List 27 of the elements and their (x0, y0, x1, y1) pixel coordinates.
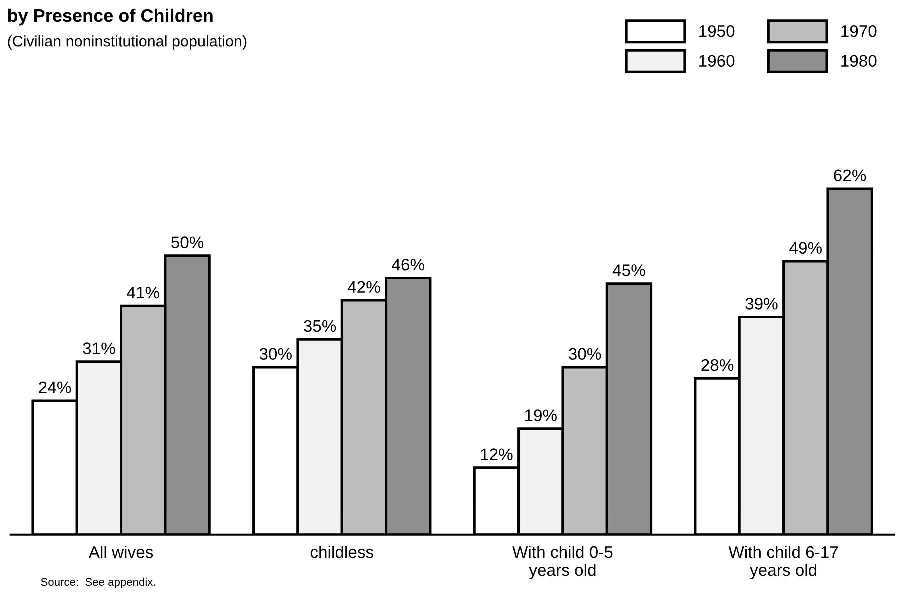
x-tick-label: With child 6-17 years old (728, 546, 838, 580)
data-label: 62% (834, 170, 866, 182)
legend-label: 1970 (842, 25, 877, 38)
data-label: 45% (612, 264, 646, 276)
data-label: 12% (481, 448, 513, 460)
data-label: 28% (702, 359, 734, 372)
legend-label: 1960 (700, 55, 735, 68)
x-tick-label: All wives (88, 546, 154, 558)
data-label: 39% (746, 298, 778, 310)
data-label: 46% (392, 258, 424, 271)
chart-title: by Presence of Children (8, 8, 213, 26)
data-label: 42% (348, 281, 380, 294)
data-label: 41% (127, 286, 160, 299)
source-note: Source: See appendix. (41, 578, 156, 588)
legend-label: 1950 (700, 25, 735, 38)
data-label: 24% (39, 382, 72, 394)
data-label: 31% (83, 342, 116, 354)
data-label: 50% (172, 236, 204, 248)
chart-subtitle: (Civilian noninstitutional population) (8, 36, 247, 50)
data-label: 49% (790, 242, 822, 254)
data-label: 19% (525, 410, 557, 422)
data-label: 35% (304, 320, 336, 332)
data-label: 30% (260, 348, 292, 360)
x-tick-label: childless (310, 546, 374, 558)
data-label: 30% (569, 348, 602, 360)
legend-label: 1980 (842, 55, 877, 68)
x-tick-label: With child 0-5 years old (512, 546, 613, 580)
